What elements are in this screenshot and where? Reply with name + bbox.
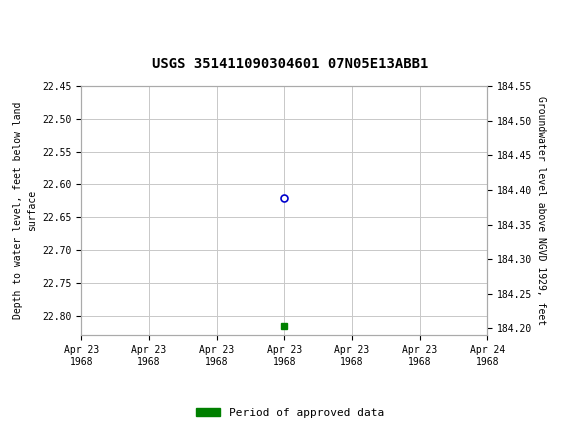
Bar <box>7 3 82 37</box>
Legend: Period of approved data: Period of approved data <box>191 403 389 422</box>
Y-axis label: Groundwater level above NGVD 1929, feet: Groundwater level above NGVD 1929, feet <box>536 96 546 325</box>
Text: USGS: USGS <box>27 13 74 28</box>
Y-axis label: Depth to water level, feet below land
surface: Depth to water level, feet below land su… <box>13 102 37 319</box>
Text: USGS 351411090304601 07N05E13ABB1: USGS 351411090304601 07N05E13ABB1 <box>152 57 428 71</box>
